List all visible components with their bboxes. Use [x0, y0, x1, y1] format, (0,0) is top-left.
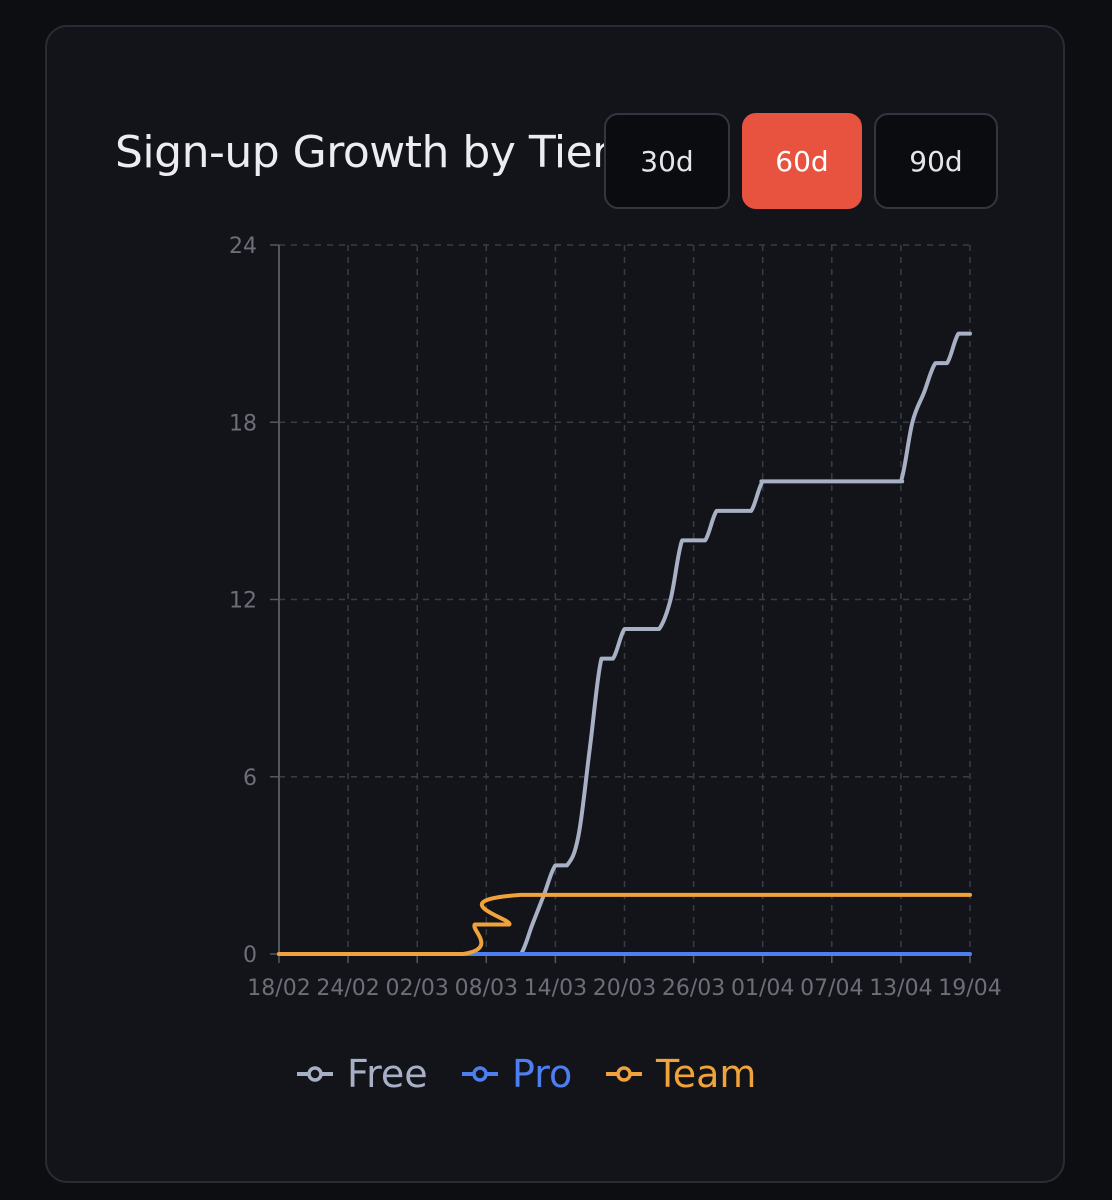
x-tick-label: 14/03: [524, 976, 587, 1001]
legend-item-pro[interactable]: Pro: [462, 1052, 572, 1096]
chart-title: Sign-up Growth by Tier: [115, 127, 610, 178]
x-tick-label: 01/04: [731, 976, 794, 1001]
chart-card: Sign-up Growth by Tier 30d 60d 90d: [45, 25, 1065, 1183]
legend-marker-icon: [616, 1066, 632, 1082]
range-30d-button[interactable]: 30d: [604, 113, 730, 209]
series-line-team: [277, 892, 972, 957]
legend-label: Pro: [512, 1052, 572, 1096]
legend-marker-icon: [472, 1066, 488, 1082]
series-line-free: [277, 331, 972, 957]
legend-label: Team: [655, 1052, 756, 1096]
y-tick-label: 12: [229, 589, 257, 614]
x-tick-label: 13/04: [869, 976, 932, 1001]
y-tick-label: 24: [229, 234, 257, 259]
x-tick-label: 18/02: [247, 976, 310, 1001]
x-tick-label: 08/03: [455, 976, 518, 1001]
x-tick-label: 02/03: [385, 976, 448, 1001]
x-tick-label: 07/04: [800, 976, 863, 1001]
y-tick-label: 18: [229, 411, 257, 436]
x-tick-label: 24/02: [316, 976, 379, 1001]
legend-marker-icon: [307, 1066, 323, 1082]
x-tick-label: 19/04: [938, 976, 1001, 1001]
legend-label: Free: [347, 1052, 428, 1096]
y-tick-label: 0: [243, 943, 257, 968]
range-60d-button[interactable]: 60d: [742, 113, 862, 209]
legend-item-team[interactable]: Team: [606, 1052, 756, 1096]
x-tick-label: 26/03: [662, 976, 725, 1001]
range-90d-button[interactable]: 90d: [874, 113, 998, 209]
legend-item-free[interactable]: Free: [297, 1052, 428, 1096]
y-tick-label: 6: [243, 766, 257, 791]
x-tick-label: 20/03: [593, 976, 656, 1001]
